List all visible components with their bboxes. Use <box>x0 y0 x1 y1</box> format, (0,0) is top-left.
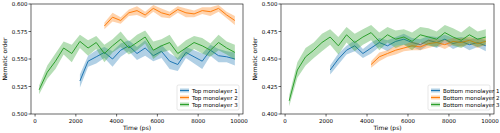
y-tick-label: 0.525 <box>12 84 28 90</box>
panel: 0.500 0.525 0.550 0.575 0.600 0 2000 4000 6000 80… <box>1 1 249 132</box>
x-tick <box>407 114 408 117</box>
y-tick-label: 0.450 <box>262 56 278 62</box>
x-tick-label: 10000 <box>230 118 248 124</box>
legend-swatch <box>180 104 189 105</box>
x-tick-label: 4000 <box>110 118 124 124</box>
legend-swatch-band <box>180 89 189 93</box>
x-tick-label: 6000 <box>150 118 164 124</box>
y-tick-label: 0.550 <box>12 56 28 62</box>
panel: 0.400 0.425 0.450 0.475 0.500 0 2000 4000 6000 80… <box>251 1 500 132</box>
legend: Top monolayer 1Top monolayer 2Top monola… <box>177 85 239 110</box>
error-band <box>39 30 235 94</box>
legend: Bottom monolayer 1Bottom monolayer 2Bott… <box>428 85 500 110</box>
x-tick <box>367 114 368 117</box>
y-tick-label: 0.475 <box>262 29 278 35</box>
y-axis-label: Nematic order <box>251 37 258 80</box>
legend-swatch <box>180 90 189 91</box>
x-tick <box>35 114 36 117</box>
legend-label: Bottom monolayer 3 <box>443 102 500 109</box>
y-tick-label: 0.575 <box>12 29 28 35</box>
legend-swatch-band <box>431 103 440 107</box>
y-tick <box>29 31 32 32</box>
legend-swatch-band <box>180 103 189 107</box>
y-tick <box>279 31 282 32</box>
x-tick <box>489 114 490 117</box>
x-tick <box>238 114 239 117</box>
x-axis-label: Time (ps) <box>372 124 401 132</box>
axes-frame <box>31 4 243 114</box>
x-tick-label: 2000 <box>69 118 83 124</box>
legend-label: Bottom monolayer 1 <box>443 88 500 95</box>
x-tick-label: 2000 <box>319 118 333 124</box>
legend-swatch-band <box>431 96 440 100</box>
y-tick <box>29 114 32 115</box>
y-tick <box>279 4 282 5</box>
y-tick-label: 0.425 <box>262 84 278 90</box>
legend-label: Top monolayer 2 <box>191 95 238 102</box>
y-tick-label: 0.400 <box>262 111 278 117</box>
y-axis-label: Nematic order <box>1 37 8 80</box>
x-axis-label: Time (ps) <box>122 124 151 132</box>
x-tick-label: 8000 <box>442 118 456 124</box>
legend-label: Top monolayer 3 <box>191 102 238 109</box>
x-tick-label: 10000 <box>481 118 499 124</box>
legend-label: Bottom monolayer 2 <box>443 95 500 102</box>
x-tick <box>116 114 117 117</box>
y-tick <box>29 4 32 5</box>
x-tick <box>285 114 286 117</box>
x-tick <box>198 114 199 117</box>
y-tick-label: 0.500 <box>262 1 278 7</box>
figure: 0.500 0.525 0.550 0.575 0.600 0 2000 4000 6000 80… <box>0 0 500 133</box>
legend-swatch-band <box>180 96 189 100</box>
legend-swatch <box>431 97 440 98</box>
series-line <box>104 8 234 26</box>
legend-label: Top monolayer 1 <box>191 88 238 95</box>
y-tick <box>279 114 282 115</box>
x-tick-label: 8000 <box>191 118 205 124</box>
y-tick-label: 0.600 <box>12 1 28 7</box>
series-line <box>39 37 235 90</box>
x-tick-label: 6000 <box>401 118 415 124</box>
legend-swatch-band <box>431 89 440 93</box>
y-tick <box>279 59 282 60</box>
x-tick-label: 0 <box>283 118 287 124</box>
error-band <box>104 5 234 29</box>
legend-swatch <box>180 97 189 98</box>
x-tick <box>157 114 158 117</box>
y-tick <box>279 86 282 87</box>
x-tick <box>448 114 449 117</box>
y-tick <box>29 86 32 87</box>
x-tick <box>326 114 327 117</box>
legend-box <box>177 85 239 110</box>
x-tick-label: 4000 <box>360 118 374 124</box>
y-tick-label: 0.500 <box>12 111 28 117</box>
legend-swatch <box>431 90 440 91</box>
plot-area <box>39 5 235 94</box>
y-tick <box>29 59 32 60</box>
x-tick-label: 0 <box>33 118 37 124</box>
legend-swatch <box>431 104 440 105</box>
x-tick <box>75 114 76 117</box>
